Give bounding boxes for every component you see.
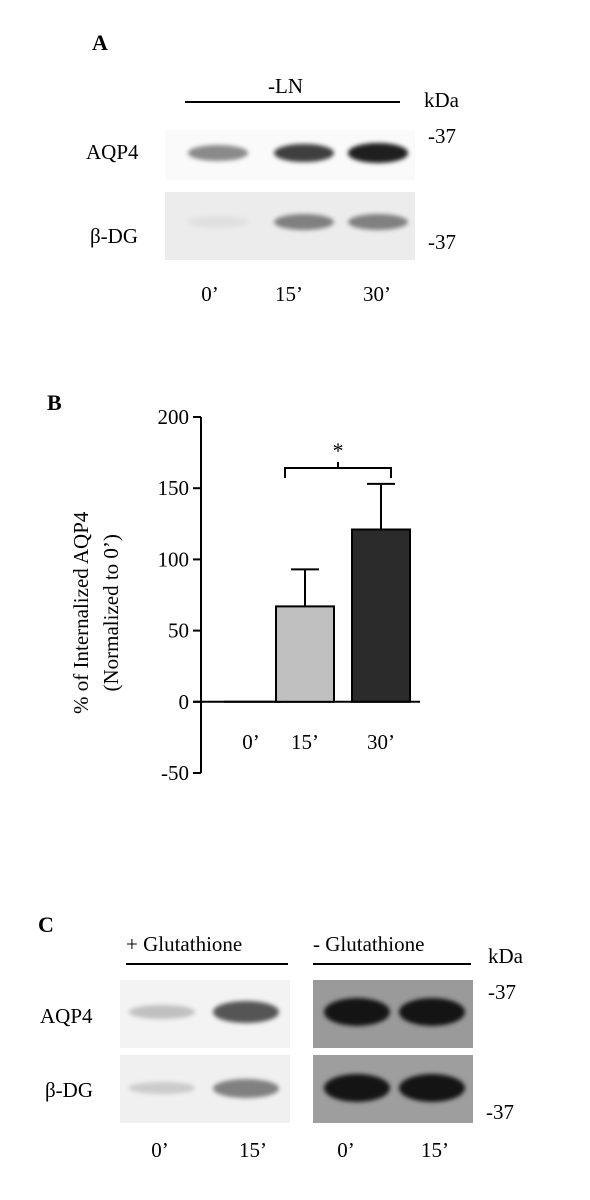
row-label-aqp4-a: AQP4 xyxy=(86,140,139,164)
marker-top-a: -37 xyxy=(428,124,456,148)
marker-top-c: -37 xyxy=(488,980,516,1004)
kda-label-c: kDa xyxy=(488,944,523,968)
band-a-0-0 xyxy=(188,145,248,161)
y-tick-label: -50 xyxy=(161,761,189,785)
x-tick-label-1: 15’ xyxy=(291,730,319,754)
marker-bottom-c: -37 xyxy=(486,1100,514,1124)
group-bar-left xyxy=(126,963,288,965)
band-c-1-0 xyxy=(129,1081,195,1095)
x-tick-label-0: 0’ xyxy=(242,730,260,754)
band-c-1-2 xyxy=(324,1074,390,1102)
lane-label-a-1: 15’ xyxy=(275,282,303,306)
marker-bottom-a: -37 xyxy=(428,230,456,254)
band-a-1-1 xyxy=(274,214,334,230)
lane-label-c-0: 0’ xyxy=(151,1138,169,1162)
bar-1 xyxy=(275,605,335,703)
lane-label-a-2: 30’ xyxy=(363,282,391,306)
lane-label-c-3: 15’ xyxy=(421,1138,449,1162)
band-c-1-3 xyxy=(399,1074,465,1102)
y-axis-label-2: (Normalized to 0’) xyxy=(99,534,123,691)
band-c-0-0 xyxy=(129,1005,195,1019)
panel-c-letter: C xyxy=(38,912,54,937)
significance-star: * xyxy=(333,438,344,463)
panel-a-letter: A xyxy=(92,30,108,55)
bar-2 xyxy=(351,528,411,703)
panel-b-letter: B xyxy=(47,390,62,415)
y-tick-label: 0 xyxy=(179,690,190,714)
band-c-0-1 xyxy=(213,1000,279,1024)
y-tick-label: 50 xyxy=(168,619,189,643)
band-a-0-1 xyxy=(274,143,334,163)
y-tick-label: 100 xyxy=(158,547,190,571)
lane-label-c-1: 15’ xyxy=(239,1138,267,1162)
y-axis-label: % of Internalized AQP4 xyxy=(69,511,93,714)
group-label-left: + Glutathione xyxy=(126,932,243,956)
y-tick-label: 150 xyxy=(158,476,190,500)
lane-label-a-0: 0’ xyxy=(201,282,219,306)
band-a-0-2 xyxy=(348,143,408,163)
group-bar-right xyxy=(313,963,471,965)
band-c-0-2 xyxy=(324,998,390,1026)
band-c-1-1 xyxy=(213,1078,279,1098)
significance-bracket xyxy=(284,467,392,478)
band-c-0-3 xyxy=(399,998,465,1026)
x-tick-label-2: 30’ xyxy=(367,730,395,754)
group-label-right: - Glutathione xyxy=(313,932,425,956)
row-label-aqp4-c: AQP4 xyxy=(40,1004,93,1028)
treatment-label: -LN xyxy=(268,74,303,98)
band-a-1-2 xyxy=(348,214,408,230)
lane-label-c-2: 0’ xyxy=(337,1138,355,1162)
kda-label-a: kDa xyxy=(424,88,459,112)
y-tick-label: 200 xyxy=(158,405,190,429)
band-a-1-0 xyxy=(188,215,248,229)
bar-chart: 200 150 100 50 0 -50 0’ 15’ 30’ * % of Internalize… xyxy=(69,405,420,785)
row-label-bdg-a: β-DG xyxy=(90,224,139,248)
treatment-bar xyxy=(185,101,400,103)
row-label-bdg-c: β-DG xyxy=(45,1078,94,1102)
